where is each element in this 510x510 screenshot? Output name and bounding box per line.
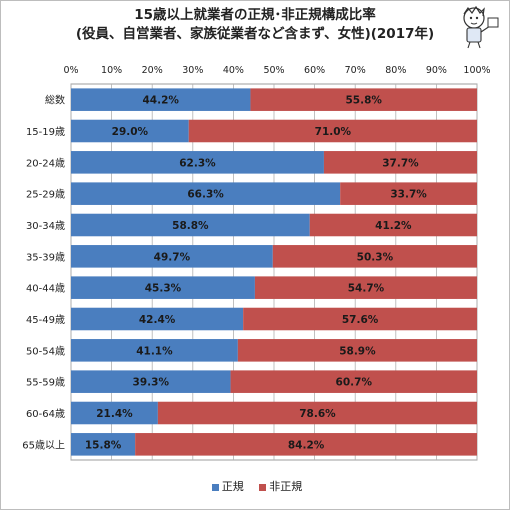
value-label-regular: 58.8% <box>172 220 209 232</box>
category-label: 20-24歳 <box>26 157 65 169</box>
x-tick-label: 60% <box>304 65 325 76</box>
bar-nonregular <box>250 88 477 111</box>
legend-item-regular: 正規 <box>208 478 244 494</box>
value-label-nonregular: 58.9% <box>339 345 376 357</box>
category-label: 30-34歳 <box>26 220 65 232</box>
x-tick-label: 70% <box>345 65 366 76</box>
value-label-regular: 29.0% <box>112 126 149 138</box>
bar-regular <box>71 370 231 393</box>
x-tick-label: 30% <box>182 65 203 76</box>
category-label: 45-49歳 <box>26 314 65 326</box>
value-label-nonregular: 57.6% <box>342 314 379 326</box>
value-label-nonregular: 84.2% <box>288 439 325 451</box>
mascot-illustration <box>463 5 499 49</box>
value-label-nonregular: 54.7% <box>348 283 385 295</box>
value-label-regular: 42.4% <box>139 314 176 326</box>
x-tick-label: 100% <box>463 65 490 76</box>
value-label-regular: 49.7% <box>154 251 191 263</box>
bar-regular <box>71 213 310 237</box>
category-label: 15-19歳 <box>26 126 65 138</box>
legend-item-nonregular: 非正規 <box>255 478 302 494</box>
bar-regular <box>71 433 136 456</box>
category-label: 60-64歳 <box>26 408 65 420</box>
bar-regular <box>71 119 189 143</box>
bar-regular <box>71 307 244 331</box>
legend: 正規 非正規 <box>0 478 510 494</box>
value-label-nonregular: 33.7% <box>390 189 427 201</box>
x-tick-label: 10% <box>101 65 122 76</box>
bar-nonregular <box>135 433 477 456</box>
bar-nonregular <box>237 339 477 362</box>
legend-swatch-nonregular <box>259 483 267 491</box>
category-label: 50-54歳 <box>26 345 65 357</box>
value-label-regular: 66.3% <box>187 189 224 201</box>
bar-chart: 0% 10% 20% 30% 40% 50% 60% 70% 80% 90% 100% 総数 15-1… <box>22 65 491 461</box>
chart-title-block: 15歳以上就業者の正規･非正規構成比率 (役員、自営業者、家族従業者など含まず、… <box>0 6 510 44</box>
bar-regular <box>71 276 255 299</box>
bar-regular <box>71 182 341 205</box>
category-label: 35-39歳 <box>26 251 65 263</box>
bar-regular <box>71 339 238 362</box>
bar-nonregular <box>243 307 477 331</box>
chart-title: 15歳以上就業者の正規･非正規構成比率 <box>134 7 376 23</box>
bar-nonregular <box>254 276 477 299</box>
category-label: 25-29歳 <box>26 189 65 201</box>
bar-regular <box>71 401 158 425</box>
x-tick-label: 50% <box>263 65 284 76</box>
bar-nonregular <box>272 245 477 268</box>
value-label-regular: 39.3% <box>133 377 170 389</box>
x-tick-label: 40% <box>223 65 244 76</box>
legend-swatch-regular <box>211 483 219 491</box>
value-label-regular: 45.3% <box>145 283 182 295</box>
bar-nonregular <box>230 370 477 393</box>
value-label-regular: 44.2% <box>143 95 180 107</box>
value-label-regular: 62.3% <box>179 157 216 169</box>
bar-nonregular <box>340 182 477 205</box>
bar-nonregular <box>309 213 477 237</box>
value-labels: 44.2% 55.8% 29.0% 71.0% 62.3% 37.7% 66.3% 33.7%… <box>85 95 427 452</box>
bar-regular <box>71 245 273 268</box>
x-tick-label: 20% <box>142 65 163 76</box>
value-label-nonregular: 50.3% <box>357 251 394 263</box>
value-label-regular: 15.8% <box>85 439 122 451</box>
category-labels: 総数 15-19歳 20-24歳 25-29歳 30-34歳 35-39歳 40-44歳 45… <box>22 94 65 452</box>
value-label-regular: 41.1% <box>136 345 173 357</box>
category-label: 総数 <box>45 94 65 107</box>
category-label: 55-59歳 <box>26 377 65 389</box>
x-tick-label: 90% <box>426 65 447 76</box>
bar-nonregular <box>157 401 477 425</box>
bar-nonregular <box>188 119 478 143</box>
legend-label-regular: 正規 <box>221 480 244 493</box>
bar-nonregular <box>323 151 477 174</box>
gridlines <box>70 83 478 461</box>
value-label-nonregular: 55.8% <box>346 95 383 107</box>
x-tick-label: 80% <box>385 65 406 76</box>
category-label: 40-44歳 <box>26 283 65 295</box>
value-label-regular: 21.4% <box>96 408 133 420</box>
value-label-nonregular: 71.0% <box>315 126 352 138</box>
bars <box>71 88 478 456</box>
value-label-nonregular: 37.7% <box>382 157 419 169</box>
legend-label-nonregular: 非正規 <box>269 480 303 493</box>
value-label-nonregular: 78.6% <box>299 408 336 420</box>
value-label-nonregular: 41.2% <box>375 220 412 232</box>
category-label: 65歳以上 <box>22 439 65 451</box>
value-label-nonregular: 60.7% <box>336 377 373 389</box>
x-tick-label: 0% <box>63 65 78 76</box>
chart-subtitle: (役員、自営業者、家族従業者など含まず、女性)(2017年) <box>75 26 435 42</box>
x-axis-ticks: 0% 10% 20% 30% 40% 50% 60% 70% 80% 90% 100% <box>63 65 490 76</box>
bar-regular <box>71 88 251 111</box>
bar-regular <box>71 151 324 174</box>
